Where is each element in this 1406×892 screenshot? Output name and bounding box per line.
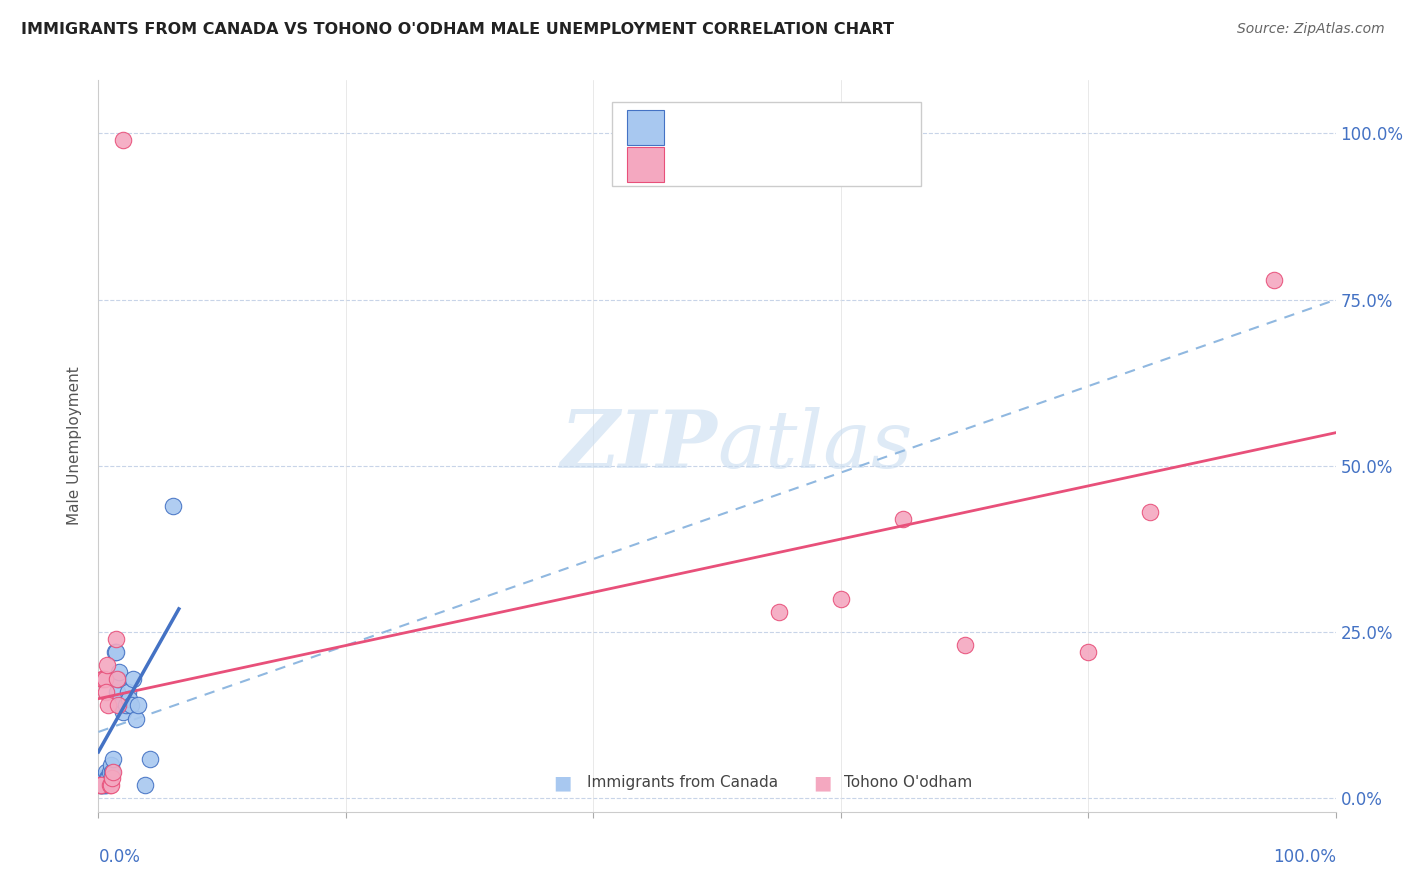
Text: N = 32: N = 32 bbox=[820, 119, 882, 136]
Point bbox=[110, 698, 132, 713]
Point bbox=[96, 658, 118, 673]
Text: N = 23: N = 23 bbox=[820, 155, 882, 173]
Point bbox=[768, 605, 790, 619]
Point bbox=[96, 772, 118, 786]
Text: R = 0.377: R = 0.377 bbox=[681, 119, 763, 136]
Text: ■: ■ bbox=[553, 773, 572, 792]
Point bbox=[120, 698, 142, 713]
Point bbox=[93, 778, 115, 792]
Point bbox=[104, 632, 127, 646]
Point bbox=[118, 691, 141, 706]
Point bbox=[953, 639, 976, 653]
Point bbox=[100, 778, 122, 792]
Point bbox=[90, 778, 112, 792]
Point bbox=[94, 685, 117, 699]
Point bbox=[134, 778, 156, 792]
Point bbox=[90, 778, 112, 792]
FancyBboxPatch shape bbox=[612, 103, 921, 186]
Text: atlas: atlas bbox=[717, 408, 912, 484]
Y-axis label: Male Unemployment: Male Unemployment bbox=[67, 367, 83, 525]
Point bbox=[139, 751, 162, 765]
Point bbox=[112, 133, 135, 147]
Text: 0.0%: 0.0% bbox=[98, 848, 141, 866]
Point bbox=[112, 705, 135, 719]
Point bbox=[91, 672, 114, 686]
Point bbox=[108, 665, 131, 679]
Text: R = 0.484: R = 0.484 bbox=[681, 155, 763, 173]
Point bbox=[104, 645, 127, 659]
Point bbox=[105, 685, 128, 699]
Point bbox=[891, 512, 914, 526]
Point bbox=[124, 712, 146, 726]
Point bbox=[103, 751, 125, 765]
Point bbox=[98, 764, 121, 779]
Point bbox=[1139, 506, 1161, 520]
Point bbox=[107, 672, 129, 686]
Point bbox=[105, 672, 128, 686]
Point bbox=[93, 772, 115, 786]
Text: Tohono O'odham: Tohono O'odham bbox=[845, 775, 973, 790]
Text: 100.0%: 100.0% bbox=[1272, 848, 1336, 866]
Point bbox=[162, 499, 184, 513]
Point bbox=[97, 772, 120, 786]
Text: ZIP: ZIP bbox=[560, 408, 717, 484]
Text: ■: ■ bbox=[813, 773, 831, 792]
Point bbox=[93, 672, 115, 686]
Point bbox=[114, 698, 136, 713]
Point bbox=[127, 698, 149, 713]
Point bbox=[93, 772, 115, 786]
Point bbox=[91, 778, 114, 792]
Text: IMMIGRANTS FROM CANADA VS TOHONO O'ODHAM MALE UNEMPLOYMENT CORRELATION CHART: IMMIGRANTS FROM CANADA VS TOHONO O'ODHAM… bbox=[21, 22, 894, 37]
Point bbox=[93, 778, 115, 792]
Point bbox=[1263, 273, 1285, 287]
Point bbox=[830, 591, 852, 606]
Point bbox=[107, 698, 129, 713]
Text: Immigrants from Canada: Immigrants from Canada bbox=[588, 775, 779, 790]
Point bbox=[94, 778, 117, 792]
Point bbox=[100, 758, 122, 772]
Point bbox=[89, 778, 111, 792]
Point bbox=[103, 645, 125, 659]
Point bbox=[101, 764, 124, 779]
Point bbox=[89, 778, 111, 792]
Point bbox=[97, 698, 120, 713]
FancyBboxPatch shape bbox=[627, 111, 664, 145]
FancyBboxPatch shape bbox=[627, 147, 664, 182]
Point bbox=[122, 672, 145, 686]
Point bbox=[117, 685, 139, 699]
Point bbox=[1077, 645, 1099, 659]
Point bbox=[101, 772, 124, 786]
Point bbox=[103, 764, 125, 779]
Point bbox=[93, 672, 115, 686]
Point bbox=[98, 778, 121, 792]
Point bbox=[94, 764, 117, 779]
Text: Source: ZipAtlas.com: Source: ZipAtlas.com bbox=[1237, 22, 1385, 37]
